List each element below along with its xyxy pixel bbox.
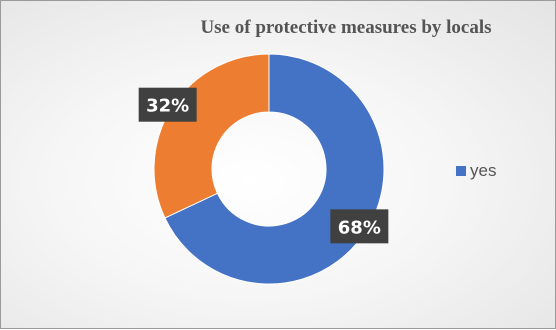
data-label-text-1: 32%: [146, 96, 189, 117]
legend-swatch-yes: [456, 166, 466, 176]
data-label-box-0: [330, 209, 389, 244]
donut-slice-1: [153, 53, 270, 219]
legend: yes: [456, 161, 496, 181]
donut-slice-0: [164, 53, 385, 285]
chart-title: Use of protective measures by locals: [200, 17, 492, 38]
data-label-0: 68%: [330, 209, 389, 244]
legend-label-yes: yes: [470, 161, 497, 180]
data-label-1: 32%: [138, 87, 197, 122]
data-label-text-0: 68%: [338, 217, 381, 238]
data-label-box-1: [138, 87, 197, 122]
